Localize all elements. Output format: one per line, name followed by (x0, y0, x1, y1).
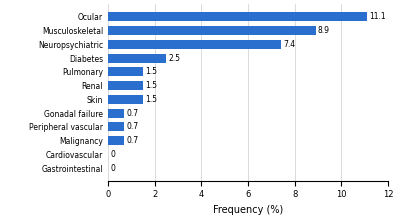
Text: 0.7: 0.7 (127, 109, 139, 118)
Text: 0: 0 (110, 150, 115, 159)
Text: 0.7: 0.7 (127, 136, 139, 145)
Bar (108, 54, 166, 63)
Bar (108, 12, 367, 21)
Bar (108, 26, 316, 35)
Text: 1.5: 1.5 (145, 67, 157, 76)
Bar (108, 122, 124, 131)
Text: 1.5: 1.5 (145, 95, 157, 104)
Text: 0: 0 (110, 164, 115, 173)
Bar (108, 109, 124, 118)
Text: 0.7: 0.7 (127, 122, 139, 131)
Text: 7.4: 7.4 (283, 40, 295, 49)
Bar (108, 40, 281, 49)
X-axis label: Frequency (%): Frequency (%) (213, 205, 283, 215)
Text: 2.5: 2.5 (169, 54, 181, 63)
Text: 8.9: 8.9 (318, 26, 330, 35)
Bar (108, 136, 124, 145)
Bar (108, 81, 143, 90)
Text: 11.1: 11.1 (369, 12, 386, 21)
Bar (108, 95, 143, 104)
Bar (108, 67, 143, 76)
Text: 1.5: 1.5 (145, 81, 157, 90)
